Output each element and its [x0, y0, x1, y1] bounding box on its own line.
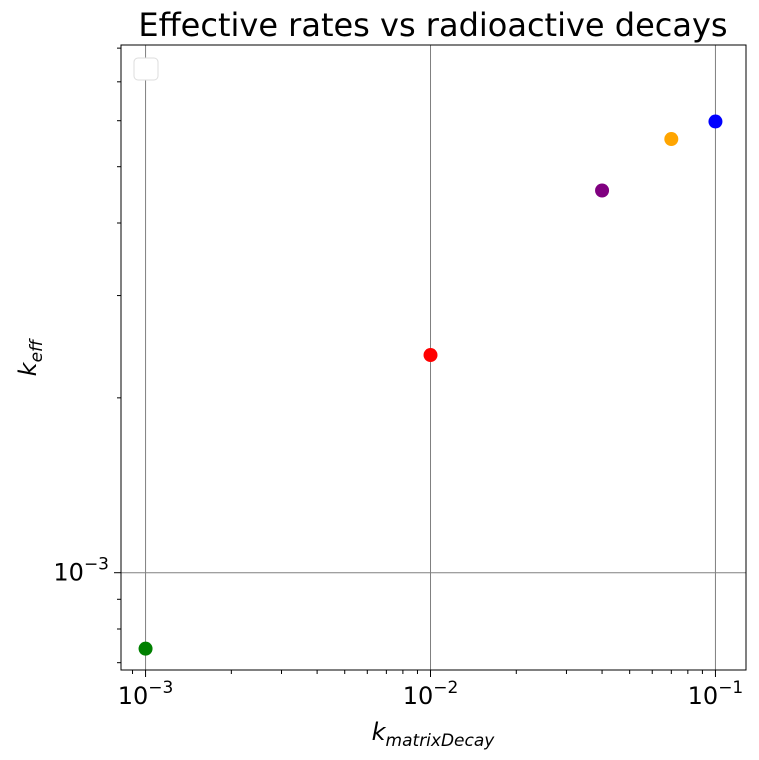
x-axis-label: kmatrixDecay	[372, 718, 496, 751]
x-axis-label-subscript: matrixDecay	[386, 731, 496, 751]
chart-title: Effective rates vs radioactive decays	[138, 6, 727, 44]
x-tick-label: 10−3	[118, 678, 174, 710]
data-point	[595, 183, 610, 198]
data-point	[423, 348, 438, 363]
plot-area	[120, 44, 747, 671]
grid	[121, 45, 746, 670]
major-ticks	[114, 572, 716, 677]
y-axis-label-subscript: eff	[27, 338, 47, 362]
y-tick-label: 10−3	[53, 555, 109, 587]
minor-ticks	[117, 47, 703, 674]
x-tick-label: 10−2	[403, 678, 459, 710]
x-tick-label: 10−1	[688, 678, 744, 710]
data-points	[138, 114, 723, 656]
y-axis-label-base: k	[14, 361, 42, 376]
data-point	[664, 132, 679, 147]
legend-box	[133, 57, 159, 81]
data-point	[138, 641, 153, 656]
data-point	[708, 114, 723, 129]
y-axis-label: keff	[14, 338, 47, 376]
x-axis-label-base: k	[372, 718, 387, 746]
